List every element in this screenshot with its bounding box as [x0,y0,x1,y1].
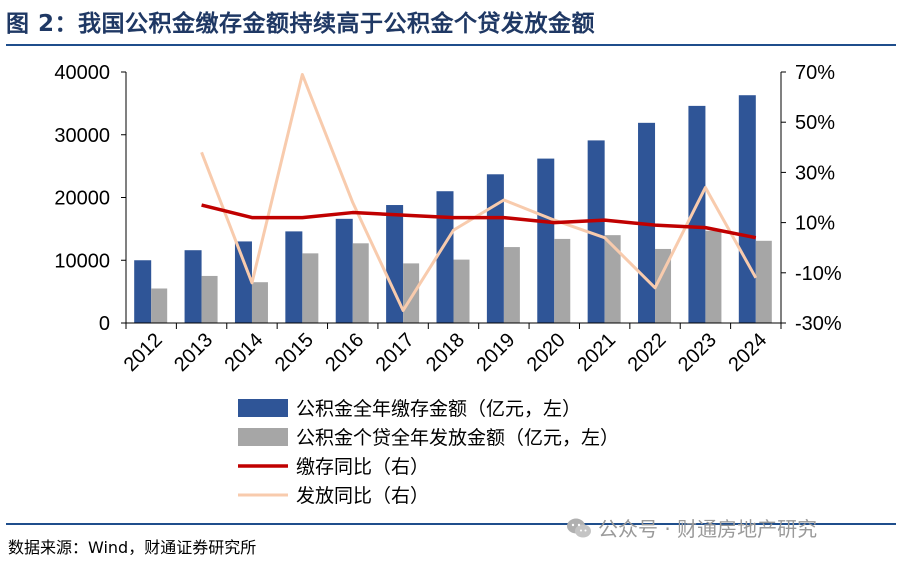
line-deposit-yoy [201,203,757,240]
x-tick-label-2016: 2016 [321,329,368,376]
bar-loan-2021 [604,235,621,323]
y-right-tick-label: -30% [795,313,842,335]
y-right-tick-label: 30% [795,162,835,184]
x-tick-label-2012: 2012 [120,329,167,376]
bar-loan-2019 [503,247,520,323]
bar-deposit-2021 [587,140,605,323]
legend-swatch-deposit [238,399,288,417]
bar-deposit-2012 [134,260,152,323]
x-tick-label-2020: 2020 [523,329,570,376]
y-left-tick-label: 0 [99,313,110,335]
x-tick-label-2023: 2023 [674,329,721,376]
x-tick-label-2022: 2022 [624,329,671,376]
x-tick-label-2017: 2017 [372,329,419,376]
bar-loan-2018 [453,259,470,323]
x-tick-label-2018: 2018 [422,329,469,376]
bar-deposit-2013 [184,250,202,323]
bar-deposit-2016 [335,218,353,323]
bar-loan-2015 [302,253,319,323]
x-tick-label-2015: 2015 [271,329,318,376]
bar-loan-2017 [403,263,420,323]
legend-label-deposit: 公积金全年缴存金额（亿元，左） [296,398,581,420]
bar-deposit-2015 [285,231,303,323]
y-left-tick-label: 40000 [54,62,110,84]
bar-deposit-2019 [486,174,504,323]
chart-title: 图 2：我国公积金缴存金额持续高于公积金个贷发放金额 [6,11,596,37]
bar-deposit-2018 [436,191,454,323]
line-loan-yoy [200,73,758,312]
bar-deposit-2020 [537,158,555,323]
legend-label-loan: 公积金个贷全年发放金额（亿元，左） [296,427,619,449]
y-right-tick-label: -10% [795,263,842,285]
wechat-icon [567,518,591,537]
y-right-tick-label: 50% [795,112,835,134]
legend-label-deposit-yoy: 缴存同比（右） [296,456,429,478]
bar-loan-2012 [151,288,168,323]
y-left-tick-label: 30000 [54,125,110,147]
y-right-tick-label: 70% [795,62,835,84]
bar-loan-2016 [352,243,369,323]
legend-label-loan-yoy: 发放同比（右） [296,485,429,507]
y-right-tick-label: 10% [795,213,835,235]
watermark-text: 公众号 · 财通房地产研究 [598,517,818,541]
x-tick-label-2021: 2021 [573,329,620,376]
y-left-tick-label: 20000 [54,188,110,210]
x-tick-label-2013: 2013 [170,329,217,376]
bar-loan-2022 [655,248,672,323]
y-left-tick-label: 10000 [54,250,110,272]
bar-deposit-2024 [738,95,756,323]
bottom-rule [6,523,896,525]
watermark: 公众号 · 财通房地产研究 [566,513,817,542]
bar-deposit-2014 [234,241,252,323]
x-tick-label-2019: 2019 [472,329,519,376]
legend-swatch-loan [238,428,288,446]
x-tick-label-2014: 2014 [220,329,267,376]
bar-deposit-2023 [688,105,706,323]
bar-loan-2023 [705,230,722,323]
bar-loan-2014 [251,282,268,323]
bar-loan-2020 [554,238,571,323]
top-rule [6,44,896,46]
chart: 0 10000 20000 30000 40000 -30% -10% 10% 30% 50% 70… [54,62,842,507]
bar-loan-2013 [201,275,218,323]
source-note: 数据来源：Wind，财通证券研究所 [8,538,257,557]
bar-deposit-2017 [386,205,404,323]
bar-loan-2024 [755,240,772,323]
x-tick-label-2024: 2024 [724,329,771,376]
